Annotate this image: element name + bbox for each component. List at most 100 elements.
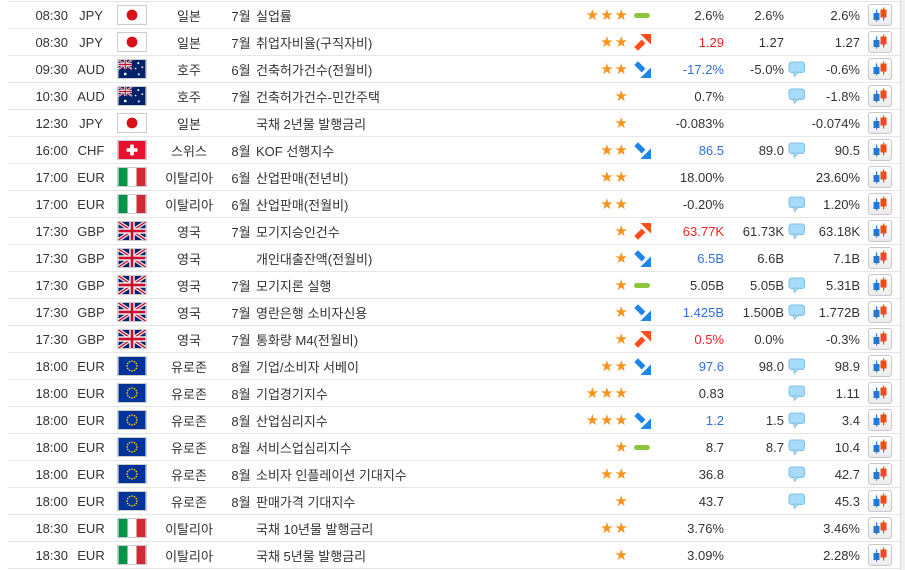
chart-button[interactable] bbox=[868, 247, 892, 269]
event-name-link[interactable]: 취업자비율(구직자비) bbox=[256, 35, 373, 51]
star-icon: ★ bbox=[614, 412, 628, 428]
chart-button[interactable] bbox=[868, 463, 892, 485]
trend-cell bbox=[628, 141, 656, 159]
star-icon: ★ bbox=[600, 466, 614, 482]
chart-button[interactable] bbox=[868, 355, 892, 377]
candlestick-chart-icon bbox=[872, 196, 888, 212]
importance-stars: ★ ★ ★ bbox=[548, 413, 628, 428]
event-name-link[interactable]: 모기지론 실행 bbox=[256, 278, 332, 294]
event-name-link[interactable]: 실업률 bbox=[256, 8, 292, 24]
event-name-link[interactable]: 소비자 인플레이션 기대지수 bbox=[256, 467, 407, 483]
event-name-link[interactable]: 산업심리지수 bbox=[256, 413, 328, 429]
flag-uk-icon bbox=[117, 329, 147, 349]
previous-value: -0.3% bbox=[826, 331, 860, 347]
candlestick-chart-icon bbox=[872, 304, 888, 320]
star-icon: ★ bbox=[585, 7, 600, 23]
event-time: 17:30 bbox=[35, 250, 68, 266]
actual-value: 18.00% bbox=[679, 169, 724, 185]
country-name: 이탈리아 bbox=[165, 521, 213, 537]
event-time: 18:00 bbox=[35, 466, 68, 482]
reference-month: 7월 bbox=[231, 89, 251, 105]
star-icon: ★ bbox=[600, 520, 614, 536]
event-name-link[interactable]: 건축허가건수-민간주택 bbox=[256, 89, 380, 105]
flag-italy-icon bbox=[117, 518, 147, 538]
event-name-link[interactable]: 기업경기지수 bbox=[256, 386, 328, 402]
previous-value: -1.8% bbox=[826, 88, 860, 104]
star-icon: ★ bbox=[614, 466, 628, 482]
importance-stars: ★ bbox=[548, 305, 628, 320]
chart-button[interactable] bbox=[868, 112, 892, 134]
chart-button[interactable] bbox=[868, 31, 892, 53]
event-name-link[interactable]: 판매가격 기대지수 bbox=[256, 494, 356, 510]
event-time: 09:30 bbox=[35, 61, 68, 77]
event-time: 18:00 bbox=[35, 385, 68, 401]
previous-value: 45.3 bbox=[834, 493, 860, 509]
chart-button[interactable] bbox=[868, 193, 892, 215]
importance-stars: ★ ★ bbox=[548, 359, 628, 374]
chart-button[interactable] bbox=[868, 139, 892, 161]
currency-code: GBP bbox=[77, 277, 105, 293]
event-name-link[interactable]: 개인대출잔액(전월비) bbox=[256, 251, 373, 267]
flag-cell bbox=[112, 329, 152, 349]
chart-button[interactable] bbox=[868, 544, 892, 566]
country-name: 유로존 bbox=[171, 413, 207, 429]
country-name: 일본 bbox=[177, 116, 201, 132]
flag-eu-icon bbox=[117, 383, 147, 403]
candlestick-chart-icon bbox=[872, 34, 888, 50]
star-icon: ★ bbox=[614, 277, 628, 293]
chart-button[interactable] bbox=[868, 166, 892, 188]
event-name-link[interactable]: 산업판매(전월비) bbox=[256, 197, 349, 213]
flag-eu-icon bbox=[117, 464, 147, 484]
event-name-link[interactable]: 국채 10년물 발행금리 bbox=[256, 521, 374, 537]
forecast-value: 61.73K bbox=[742, 223, 784, 239]
comment-bubble-icon bbox=[788, 142, 806, 158]
star-icon: ★ bbox=[614, 493, 628, 509]
star-icon: ★ bbox=[600, 385, 614, 401]
chart-button[interactable] bbox=[868, 85, 892, 107]
reference-month: 8월 bbox=[231, 359, 251, 375]
forecast-value: 98.0 bbox=[758, 358, 784, 374]
event-name-link[interactable]: 통화량 M4(전월비) bbox=[256, 332, 359, 348]
scrollbar-track[interactable] bbox=[900, 0, 905, 570]
candlestick-chart-icon bbox=[872, 142, 888, 158]
event-name-link[interactable]: KOF 선행지수 bbox=[256, 143, 335, 159]
flag-uk-icon bbox=[117, 275, 147, 295]
event-name-link[interactable]: 모기지승인건수 bbox=[256, 224, 340, 240]
chart-button[interactable] bbox=[868, 436, 892, 458]
event-name-link[interactable]: 영란은행 소비자신용 bbox=[256, 305, 368, 321]
event-name-link[interactable]: 건축허가건수(전월비) bbox=[256, 62, 373, 78]
event-name-link[interactable]: 국채 2년물 발행금리 bbox=[256, 116, 367, 132]
chart-button[interactable] bbox=[868, 58, 892, 80]
event-name-link[interactable]: 산업판매(전년비) bbox=[256, 170, 349, 186]
trend-down-icon bbox=[633, 60, 651, 78]
bubble-cell bbox=[784, 277, 810, 293]
chart-button[interactable] bbox=[868, 328, 892, 350]
currency-code: GBP bbox=[77, 331, 105, 347]
chart-button[interactable] bbox=[868, 274, 892, 296]
chart-button[interactable] bbox=[868, 409, 892, 431]
trend-cell bbox=[628, 12, 656, 18]
event-name-link[interactable]: 기업/소비자 서베이 bbox=[256, 359, 359, 375]
chart-button[interactable] bbox=[868, 301, 892, 323]
chart-button[interactable] bbox=[868, 382, 892, 404]
trend-cell bbox=[628, 222, 656, 240]
comment-bubble-icon bbox=[788, 223, 806, 239]
importance-stars: ★ ★ bbox=[548, 467, 628, 482]
previous-value: -0.6% bbox=[826, 61, 860, 77]
table-row: 18:00 EUR 유로존 8월 소비자 인플레이션 기대지수 ★ ★ 36.8 … bbox=[8, 461, 900, 488]
importance-stars: ★ ★ bbox=[548, 197, 628, 212]
event-name-link[interactable]: 서비스업심리지수 bbox=[256, 440, 352, 456]
chart-button[interactable] bbox=[868, 490, 892, 512]
reference-month: 7월 bbox=[231, 224, 251, 240]
trend-cell bbox=[628, 33, 656, 51]
chart-button[interactable] bbox=[868, 220, 892, 242]
chart-button[interactable] bbox=[868, 517, 892, 539]
chart-button[interactable] bbox=[868, 4, 892, 26]
actual-value: 3.09% bbox=[687, 547, 724, 563]
previous-value: 63.18K bbox=[818, 223, 860, 239]
flag-cell bbox=[112, 5, 152, 25]
event-time: 18:00 bbox=[35, 358, 68, 374]
table-row: 16:00 CHF 스위스 8월 KOF 선행지수 ★ ★ 86.5 89.0 9… bbox=[8, 137, 900, 164]
event-time: 08:30 bbox=[35, 7, 68, 23]
event-name-link[interactable]: 국채 5년물 발행금리 bbox=[256, 548, 367, 564]
